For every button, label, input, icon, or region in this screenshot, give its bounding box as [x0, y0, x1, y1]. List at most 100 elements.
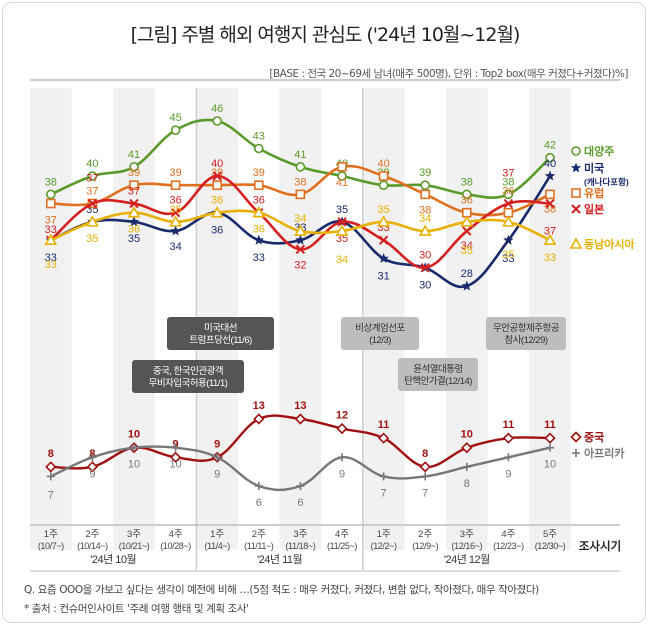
data-label: 42 [544, 140, 556, 152]
square-marker [295, 189, 306, 200]
data-label: 37 [128, 186, 140, 198]
annotation-text: (12/3) [369, 335, 391, 346]
marker-x-icon [420, 263, 430, 273]
x-tick-week: 5주 [543, 529, 557, 540]
triangle-marker [569, 237, 583, 249]
circle-marker [170, 125, 181, 135]
chart-title: [그림] 주별 해외 여행지 관심도 ('24년 10월~12월) [130, 24, 521, 46]
diamond-marker [294, 413, 307, 425]
data-label: 9 [214, 468, 220, 480]
x-tick-date: (11/11~) [244, 541, 274, 551]
marker-diamond-icon [253, 413, 265, 425]
triangle-marker [377, 215, 390, 227]
data-label: 38 [45, 176, 57, 188]
marker-star-icon [570, 162, 582, 173]
marker-square-icon [45, 198, 56, 209]
data-label: 12 [336, 410, 348, 422]
square-marker [378, 171, 389, 181]
marker-x-icon [295, 244, 306, 255]
data-label: 39 [253, 167, 265, 179]
marker-square-icon [212, 180, 222, 190]
data-label: 38 [461, 176, 473, 188]
diamond-marker [336, 422, 348, 435]
marker-x-icon [337, 217, 347, 227]
data-label: 28 [461, 268, 473, 280]
data-label: 45 [169, 112, 181, 124]
annotation-bg [486, 317, 566, 350]
data-label: 37 [86, 186, 98, 198]
marker-square-icon [545, 189, 555, 200]
x-marker [420, 263, 430, 273]
data-label: 36 [461, 195, 473, 207]
tick-band [279, 526, 322, 550]
marker-plus-icon [46, 472, 55, 481]
x-tick-week: 2주 [252, 529, 266, 540]
marker-square-icon [129, 180, 139, 190]
data-label: 35 [128, 233, 140, 245]
source-note: * 출처 : 컨슈머인사이트 '주례 여행 행태 및 계획 조사' [24, 603, 249, 615]
data-label: 9 [339, 468, 345, 480]
marker-x-icon [378, 235, 389, 245]
circle-marker [461, 189, 472, 200]
triangle-marker [44, 233, 58, 246]
marker-circle-icon [420, 180, 431, 190]
x-marker [295, 244, 306, 255]
annotation-text: 무비자입국허용(11/1) [149, 377, 228, 389]
annotation-bg [132, 360, 244, 393]
data-label: 34 [419, 213, 431, 225]
marker-triangle-icon [86, 215, 99, 227]
x-tick-week: 3주 [293, 529, 307, 540]
annotation-text: 비상계엄선포 [355, 322, 405, 334]
x-tick-date: (11/18~) [285, 541, 315, 551]
data-label: 35 [86, 233, 98, 245]
circle-marker [87, 171, 98, 181]
data-label: 34 [336, 254, 348, 266]
marker-diamond-icon [502, 432, 515, 444]
marker-star-icon [461, 280, 472, 291]
data-label: 37 [502, 168, 514, 180]
marker-square-icon [295, 189, 306, 200]
diamond-marker [502, 432, 515, 444]
legend-label: 아프리카 [584, 446, 624, 460]
data-label: 10 [169, 459, 181, 471]
annotation-text: 중국, 한국인관광객 [153, 365, 223, 377]
data-label: 6 [256, 497, 262, 509]
marker-triangle-icon [44, 233, 58, 246]
marker-diamond-icon [294, 413, 307, 425]
data-label: 13 [253, 400, 265, 412]
data-label: 7 [422, 487, 428, 499]
marker-square-icon [254, 180, 264, 190]
legend-item: 일본 [584, 202, 604, 216]
tick-band [30, 526, 72, 550]
x-tick-week: 2주 [418, 529, 432, 540]
x-tick-week: 3주 [460, 529, 474, 540]
x-tick-date: (10/21~) [119, 541, 150, 551]
marker-diamond-icon [544, 432, 556, 444]
data-label: 33 [253, 252, 265, 264]
x-tick-date: (10/28~) [160, 541, 191, 551]
data-label: 43 [253, 131, 265, 143]
marker-circle-icon [545, 152, 555, 163]
data-label: 38 [502, 176, 514, 188]
square-marker [45, 198, 56, 209]
marker-square-icon [571, 188, 581, 198]
legend-sublabel: (캐나다포함) [584, 177, 629, 187]
marker-circle-icon [295, 162, 306, 172]
circle-marker [295, 162, 306, 172]
data-label: 8 [422, 448, 428, 460]
data-label: 33 [45, 252, 57, 264]
marker-diamond-icon [45, 461, 57, 473]
star-marker [378, 253, 389, 263]
x-tick-date: (12/30~) [535, 541, 566, 551]
legend-item: 미국 (캐나다포함) [584, 161, 629, 187]
marker-circle-icon [129, 162, 139, 172]
data-label: 38 [294, 176, 306, 188]
annotation-text: 탄핵안가결(12/14) [404, 375, 472, 387]
data-label: 40 [86, 158, 98, 170]
legend-label: 동남아시아 [584, 237, 635, 251]
x-tick-week: 1주 [377, 529, 391, 540]
marker-x-icon [462, 226, 472, 236]
square-marker [545, 189, 555, 200]
